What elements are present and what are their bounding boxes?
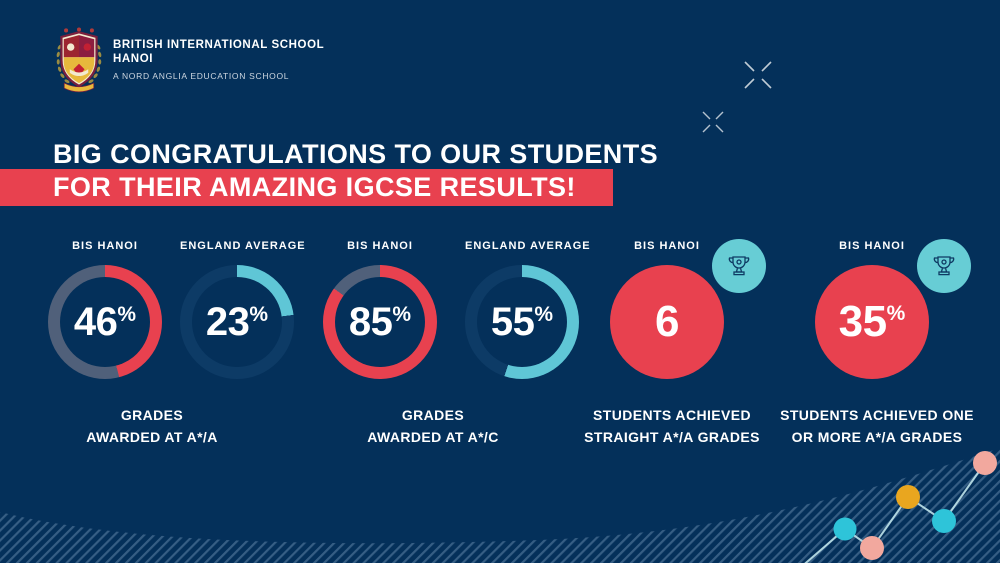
trophy-icon: [933, 256, 955, 276]
decorative-line: [804, 462, 986, 563]
caption-line: GRADES: [120, 407, 184, 423]
stat-bis-hanoi-astar-c: BIS HANOI 85%: [323, 240, 437, 379]
school-crest-icon: [56, 27, 102, 93]
series-label: ENGLAND AVERAGE: [465, 240, 591, 252]
donut-chart-85: 85%: [323, 265, 437, 379]
headline-line1: BIG CONGRATULATIONS TO OUR STUDENTS: [53, 139, 658, 169]
percent-sign: %: [886, 302, 906, 325]
stat-value: 85%: [348, 299, 412, 344]
teal-dot: [932, 509, 956, 533]
stat-england-astar-c: ENGLAND AVERAGE 55%: [465, 240, 591, 379]
sparkle-cross-icon: [702, 111, 724, 133]
caption-line: GRADES: [401, 407, 465, 423]
caption-one-or-more-astar-a: STUDENTS ACHIEVED ONE OR MORE A*/A GRADE…: [737, 404, 1000, 448]
caption-grades-astar-a: GRADES AWARDED AT A*/A: [12, 404, 292, 448]
percent-sign: %: [534, 302, 554, 326]
kpi-circle-35: 35%: [815, 265, 929, 379]
school-name-line2: HANOI: [113, 53, 154, 65]
sparkle-cross-icon: [744, 61, 772, 89]
trophy-icon: [728, 256, 750, 276]
kpi-circle-6: 6: [610, 265, 724, 379]
donut-chart-23: 23%: [180, 265, 294, 379]
caption-straight-astar-a: STUDENTS ACHIEVED STRAIGHT A*/A GRADES: [532, 404, 812, 448]
series-label: ENGLAND AVERAGE: [180, 240, 306, 252]
headline-line2: FOR THEIR AMAZING IGCSE RESULTS!: [53, 172, 576, 202]
caption-line: AWARDED AT A*/C: [367, 429, 499, 445]
pink-dot: [973, 451, 997, 475]
series-label: BIS HANOI: [72, 240, 138, 252]
donut-chart-55: 55%: [465, 265, 579, 379]
caption-line: OR MORE A*/A GRADES: [791, 429, 963, 445]
caption-line: AWARDED AT A*/A: [86, 429, 218, 445]
percent-sign: %: [117, 302, 137, 326]
school-name-line1: BRITISH INTERNATIONAL SCHOOL: [113, 39, 325, 51]
teal-dot: [833, 517, 857, 541]
percent-sign: %: [392, 302, 412, 326]
stat-one-or-more-astar-a: BIS HANOI 35%: [815, 239, 971, 379]
percent-sign: %: [249, 302, 269, 326]
stat-england-astar-a: ENGLAND AVERAGE 23%: [180, 240, 306, 379]
stat-value: 55%: [490, 299, 554, 344]
stat-value: 35%: [838, 297, 906, 346]
school-logo: BRITISH INTERNATIONAL SCHOOL HANOI A NOR…: [55, 26, 324, 94]
caption-line: STUDENTS ACHIEVED: [593, 407, 751, 423]
headline-red-banner: FOR THEIR AMAZING IGCSE RESULTS!: [0, 169, 613, 206]
trophy-badge: [712, 239, 766, 293]
stat-straight-astar-a: BIS HANOI 6: [610, 239, 766, 379]
donut-chart-46: 46%: [48, 265, 162, 379]
series-label: BIS HANOI: [634, 240, 700, 252]
stat-value: 46%: [73, 299, 137, 344]
school-name-block: BRITISH INTERNATIONAL SCHOOL HANOI A NOR…: [113, 26, 324, 81]
caption-grades-astar-c: GRADES AWARDED AT A*/C: [293, 404, 573, 448]
stat-bis-hanoi-astar-a: BIS HANOI 46%: [48, 240, 162, 379]
school-tagline: A NORD ANGLIA EDUCATION SCHOOL: [113, 71, 290, 81]
decorative-line-chart: [804, 451, 997, 563]
stat-value: 23%: [205, 299, 269, 344]
caption-line: STRAIGHT A*/A GRADES: [584, 429, 760, 445]
diagonal-stripe-wave: [0, 448, 1000, 563]
orange-dot: [896, 485, 920, 509]
stat-value: 6: [655, 297, 679, 346]
series-label: BIS HANOI: [839, 240, 905, 252]
trophy-badge: [917, 239, 971, 293]
pink-dot: [860, 536, 884, 560]
series-label: BIS HANOI: [347, 240, 413, 252]
caption-line: STUDENTS ACHIEVED ONE: [780, 407, 974, 423]
